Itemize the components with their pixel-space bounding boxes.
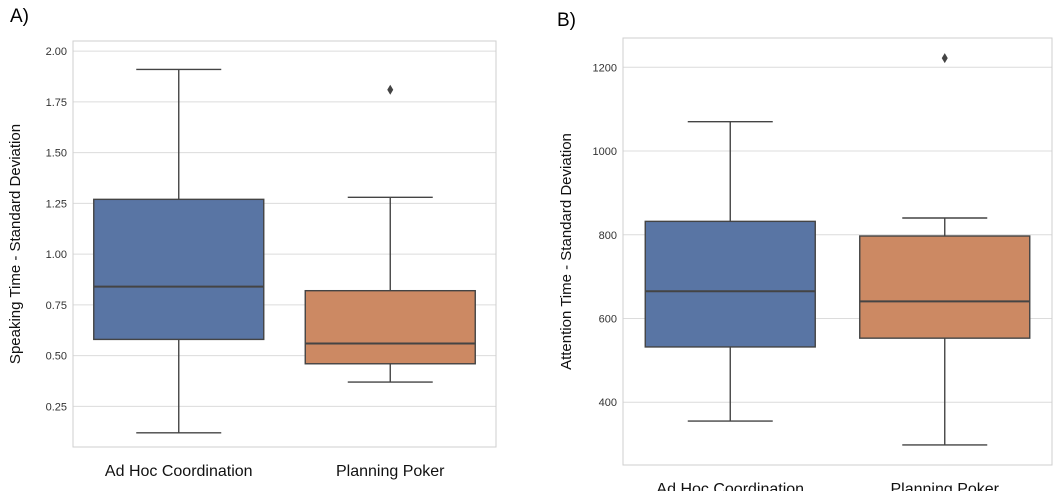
plot-frame bbox=[72, 40, 497, 448]
box-1: Ad Hoc Coordination bbox=[644, 121, 816, 491]
chart-panel-1: 0.25 0.50 0.75 1.00 1.25 1.50 1.75 2.00 A) Speaki… bbox=[7, 6, 497, 480]
y-tick-label: 1.50 bbox=[46, 148, 67, 160]
iqr-box bbox=[859, 235, 1031, 339]
box-1: Ad Hoc Coordination bbox=[93, 68, 265, 480]
iqr-box bbox=[304, 289, 476, 365]
panel-label: B) bbox=[557, 10, 576, 31]
iqr-box bbox=[644, 220, 816, 348]
y-tick-label: 800 bbox=[599, 230, 617, 242]
y-tick-label: 1.75 bbox=[46, 97, 67, 109]
y-tick-label: 0.50 bbox=[46, 351, 67, 363]
y-tick-label: 2.00 bbox=[46, 46, 67, 58]
iqr-box bbox=[93, 198, 265, 341]
x-category-label: Planning Poker bbox=[336, 463, 445, 480]
x-category-label: Ad Hoc Coordination bbox=[105, 463, 253, 480]
panel-label: A) bbox=[10, 6, 29, 27]
chart-panel-2: 400 600 800 1000 1200 B) Attention Time - Stan… bbox=[557, 10, 1053, 491]
y-axis-title: Speaking Time - Standard Deviation bbox=[7, 124, 24, 364]
y-tick-label: 0.25 bbox=[46, 401, 67, 413]
outlier-point bbox=[387, 84, 394, 95]
plot-frame bbox=[622, 37, 1053, 466]
outlier-point bbox=[941, 53, 948, 64]
y-tick-label: 600 bbox=[599, 313, 617, 325]
y-axis-title: Attention Time - Standard Deviation bbox=[558, 133, 575, 370]
y-tick-label: 0.75 bbox=[46, 300, 67, 312]
y-tick-label: 1000 bbox=[593, 146, 617, 158]
x-category-label: Planning Poker bbox=[890, 481, 999, 491]
y-tick-label: 400 bbox=[599, 397, 617, 409]
box-2: Planning Poker bbox=[859, 53, 1031, 491]
y-tick-label: 1200 bbox=[593, 62, 617, 74]
y-tick-label: 1.00 bbox=[46, 249, 67, 261]
box-2: Planning Poker bbox=[304, 84, 476, 480]
y-tick-label: 1.25 bbox=[46, 198, 67, 210]
x-category-label: Ad Hoc Coordination bbox=[656, 481, 804, 491]
